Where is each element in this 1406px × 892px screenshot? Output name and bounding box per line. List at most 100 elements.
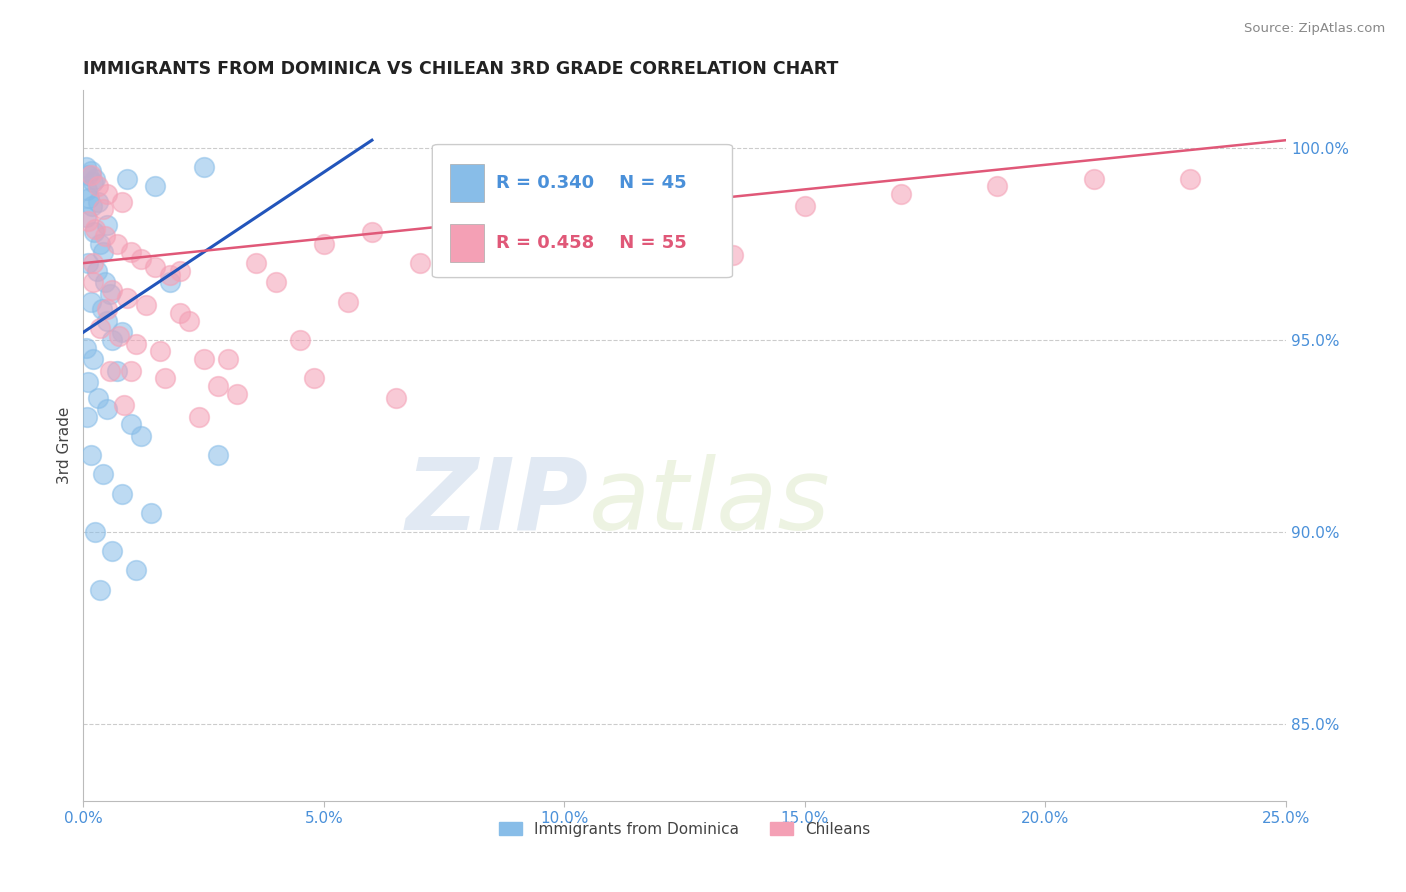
Point — [89, 236, 111, 251]
Point — [207, 379, 229, 393]
Point — [82, 276, 104, 290]
Point — [145, 260, 167, 274]
Point — [83, 226, 105, 240]
Point — [98, 364, 121, 378]
Point — [302, 371, 325, 385]
Point — [105, 236, 128, 251]
Point — [553, 236, 575, 251]
Point — [108, 329, 131, 343]
Point — [101, 333, 124, 347]
Point — [75, 210, 97, 224]
Point — [312, 236, 335, 251]
Point — [207, 448, 229, 462]
Point — [153, 371, 176, 385]
Y-axis label: 3rd Grade: 3rd Grade — [58, 407, 72, 484]
Point — [385, 391, 408, 405]
Point — [111, 486, 134, 500]
Text: Source: ZipAtlas.com: Source: ZipAtlas.com — [1244, 22, 1385, 36]
Point — [76, 183, 98, 197]
Point — [77, 168, 100, 182]
Point — [80, 198, 103, 212]
Point — [361, 226, 384, 240]
Point — [89, 582, 111, 597]
Point — [77, 375, 100, 389]
Point — [79, 294, 101, 309]
Point — [82, 176, 104, 190]
Point — [149, 344, 172, 359]
Legend: Immigrants from Dominica, Chileans: Immigrants from Dominica, Chileans — [494, 815, 876, 843]
Point — [112, 398, 135, 412]
Point — [288, 333, 311, 347]
Point — [159, 276, 181, 290]
Point — [986, 179, 1008, 194]
Point — [105, 364, 128, 378]
Point — [90, 302, 112, 317]
Point — [505, 218, 527, 232]
Point — [1178, 171, 1201, 186]
Point — [120, 364, 142, 378]
Point — [76, 409, 98, 424]
Text: ZIP: ZIP — [405, 454, 589, 551]
Point — [98, 286, 121, 301]
Point — [111, 194, 134, 209]
Point — [217, 352, 239, 367]
Point — [187, 409, 209, 424]
Point — [139, 506, 162, 520]
Point — [602, 226, 624, 240]
Point — [96, 302, 118, 317]
Point — [193, 352, 215, 367]
Point — [264, 276, 287, 290]
Point — [457, 236, 479, 251]
Point — [79, 448, 101, 462]
Text: atlas: atlas — [589, 454, 830, 551]
Point — [91, 202, 114, 217]
Point — [75, 160, 97, 174]
Point — [145, 179, 167, 194]
Point — [125, 563, 148, 577]
Point — [129, 429, 152, 443]
Point — [86, 264, 108, 278]
Point — [245, 256, 267, 270]
Point — [96, 218, 118, 232]
Point — [91, 467, 114, 482]
Point — [87, 179, 110, 194]
Point — [409, 256, 432, 270]
Point — [87, 194, 110, 209]
Point — [84, 171, 107, 186]
Point — [721, 248, 744, 262]
Point — [101, 544, 124, 558]
Point — [159, 268, 181, 282]
Point — [1083, 171, 1105, 186]
Point — [89, 321, 111, 335]
Point — [125, 336, 148, 351]
Point — [79, 168, 101, 182]
Point — [120, 417, 142, 432]
Point — [793, 198, 815, 212]
Point — [91, 244, 114, 259]
Point — [79, 164, 101, 178]
Point — [650, 218, 672, 232]
Point — [169, 306, 191, 320]
Point — [96, 314, 118, 328]
Point — [336, 294, 359, 309]
Point — [77, 191, 100, 205]
Point — [120, 244, 142, 259]
Point — [890, 186, 912, 201]
Point — [96, 186, 118, 201]
Point — [101, 283, 124, 297]
Point — [129, 252, 152, 267]
Point — [169, 264, 191, 278]
Point — [82, 256, 104, 270]
Point — [115, 291, 138, 305]
Point — [179, 314, 201, 328]
Point — [77, 256, 100, 270]
Point — [96, 402, 118, 417]
Point — [94, 229, 117, 244]
Point — [115, 171, 138, 186]
Point — [82, 352, 104, 367]
Point — [84, 221, 107, 235]
Point — [77, 214, 100, 228]
Point — [135, 298, 157, 312]
Point — [87, 391, 110, 405]
Point — [226, 386, 249, 401]
